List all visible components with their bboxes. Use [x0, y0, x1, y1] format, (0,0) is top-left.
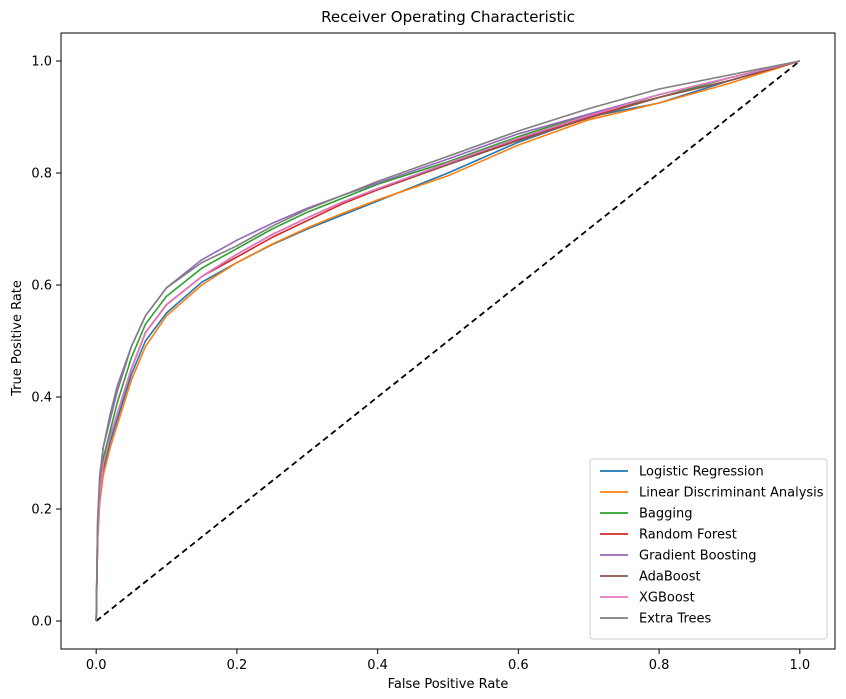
y-tick-label: 0.0: [31, 615, 52, 630]
series-line-xgboost: [95, 60, 801, 622]
series-line-bagging: [95, 60, 801, 622]
axes-frame: [60, 32, 836, 650]
x-axis-label: False Positive Rate: [388, 677, 509, 692]
y-tick-label: 0.6: [31, 279, 52, 294]
x-tick-label: 0.2: [227, 658, 248, 673]
x-tick-label: 0.8: [649, 658, 670, 673]
y-tick-label: 0.4: [31, 391, 52, 406]
plot-area: [60, 32, 836, 650]
legend-entry-label: Bagging: [639, 507, 693, 522]
legend: Logistic Regression Linear Discriminant A…: [589, 458, 828, 640]
legend-entry-label: Logistic Regression: [639, 465, 764, 480]
y-tick-label: 0.8: [31, 167, 52, 182]
legend-box: [589, 458, 828, 640]
legend-entry-label: Linear Discriminant Analysis: [639, 486, 824, 501]
y-tick-label: 0.2: [31, 503, 52, 518]
legend-entry-label: XGBoost: [639, 591, 695, 606]
chart-title: Receiver Operating Characteristic: [321, 8, 575, 26]
legend-entry-label: Random Forest: [639, 528, 737, 543]
series-line-linear-discriminant-analysis: [95, 60, 801, 622]
x-tick-label: 1.0: [789, 658, 810, 673]
y-axis-ticks: 0.0 0.2 0.4 0.6 0.8 1.0: [31, 55, 61, 630]
x-tick-label: 0.0: [86, 658, 107, 673]
series-line-extra-trees: [95, 60, 800, 622]
legend-entry-label: AdaBoost: [639, 570, 701, 585]
legend-entry-label: Extra Trees: [639, 612, 712, 627]
y-tick-label: 1.0: [31, 55, 52, 70]
x-tick-label: 0.4: [367, 658, 388, 673]
x-tick-label: 0.6: [508, 658, 529, 673]
y-axis-label: True Positive Rate: [10, 280, 25, 397]
x-axis-ticks: 0.0 0.2 0.4 0.6 0.8 1.0: [86, 649, 810, 673]
legend-entry-label: Gradient Boosting: [639, 549, 757, 564]
